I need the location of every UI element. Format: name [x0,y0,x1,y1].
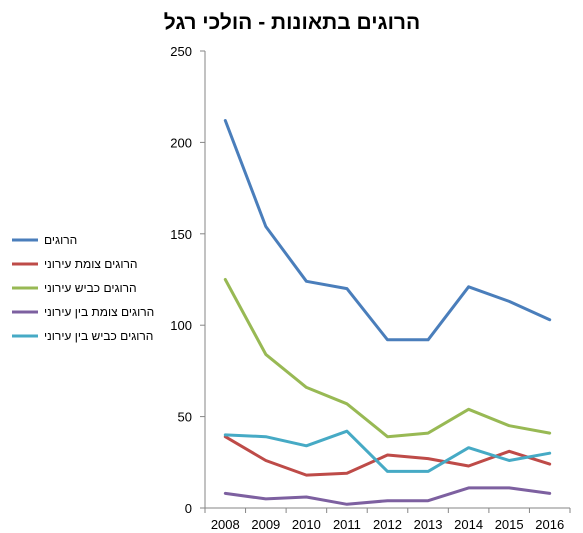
x-tick-label: 2008 [211,517,240,532]
x-tick-label: 2010 [292,517,321,532]
legend-label-3: הרוגים כביש עירוני [44,281,137,295]
y-axis-ticks: 0 50 100 150 200 250 [170,44,205,516]
chart-title: הרוגים בתאונות - הולכי רגל [164,11,420,34]
legend-label-5: הרוגים כביש בין עירוני [44,329,153,343]
series-line-3 [223,278,552,439]
x-tick-label: 2014 [454,517,483,532]
x-tick-label: 2009 [251,517,280,532]
series-line-1 [223,119,552,342]
x-tick-label: 2011 [333,517,361,532]
legend-label-1: הרוגים [44,233,77,247]
y-tick-label: 150 [170,227,192,242]
x-axis-ticks: 2008 2009 2010 2011 2012 2013 2014 2015 2016 [204,508,571,532]
legend: הרוגים הרוגים צומת עירוני הרוגים כביש עירו… [12,233,154,343]
x-tick-label: 2013 [414,517,443,532]
series-lines [223,119,552,506]
series-line-4 [223,486,552,506]
x-tick-label: 2016 [535,517,564,532]
x-tick-label: 2012 [373,517,402,532]
y-tick-label: 250 [170,44,192,59]
legend-label-4: הרוגים צומת בין עירוני [44,305,154,319]
y-tick-label: 200 [170,135,192,150]
x-tick-label: 2015 [495,517,524,532]
y-tick-label: 100 [170,318,192,333]
y-tick-label: 0 [185,501,192,516]
series-line-5 [223,429,552,473]
y-tick-label: 50 [178,410,192,425]
legend-label-2: הרוגים צומת עירוני [44,257,138,271]
